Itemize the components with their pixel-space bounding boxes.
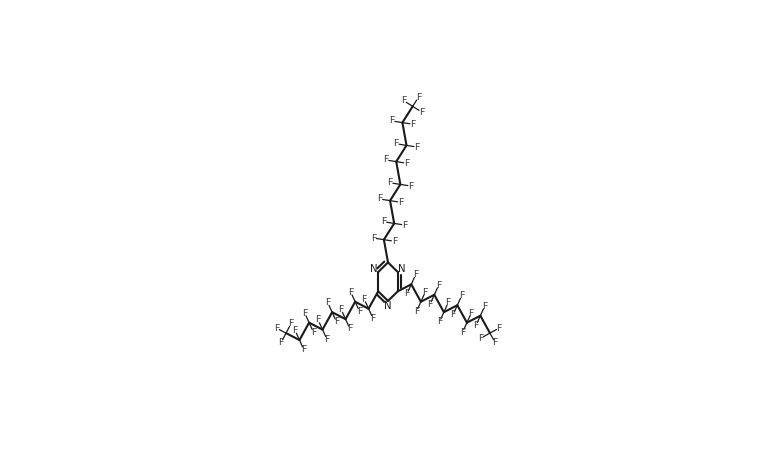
Text: F: F [288, 319, 293, 328]
Text: F: F [413, 270, 418, 279]
Text: F: F [428, 300, 432, 309]
Text: F: F [393, 139, 399, 148]
Text: F: F [301, 345, 307, 354]
Text: F: F [436, 281, 442, 289]
Text: F: F [362, 294, 367, 304]
Text: F: F [404, 159, 410, 168]
Text: F: F [459, 291, 464, 300]
Text: F: F [469, 309, 474, 317]
Text: F: F [404, 289, 410, 299]
Text: F: F [419, 108, 424, 116]
Text: N: N [370, 264, 378, 274]
Text: F: F [482, 301, 487, 311]
Text: F: F [414, 307, 419, 316]
Text: F: F [302, 309, 307, 317]
Text: F: F [460, 328, 466, 337]
Text: F: F [338, 305, 344, 314]
Text: F: F [377, 195, 383, 203]
Text: F: F [390, 116, 395, 125]
Text: N: N [398, 264, 406, 274]
Text: F: F [392, 237, 397, 246]
Text: F: F [398, 198, 404, 207]
Text: F: F [381, 217, 386, 226]
Text: F: F [408, 181, 414, 191]
Text: F: F [401, 96, 407, 105]
Text: F: F [497, 323, 502, 333]
Text: F: F [387, 178, 393, 187]
Text: F: F [414, 142, 420, 152]
Text: F: F [316, 316, 320, 324]
Text: F: F [324, 335, 330, 344]
Text: F: F [357, 307, 362, 316]
Text: F: F [334, 317, 339, 327]
Text: F: F [383, 155, 389, 164]
Text: F: F [347, 324, 352, 333]
Text: F: F [473, 321, 479, 330]
Text: F: F [445, 298, 451, 307]
Text: F: F [492, 338, 497, 347]
Text: F: F [348, 288, 353, 297]
Text: F: F [371, 234, 376, 242]
Text: F: F [478, 334, 483, 343]
Text: F: F [423, 288, 428, 297]
Text: F: F [402, 221, 407, 229]
Text: F: F [279, 338, 284, 347]
Text: F: F [416, 93, 421, 102]
Text: N: N [384, 301, 392, 311]
Text: F: F [293, 326, 298, 335]
Text: F: F [437, 317, 442, 327]
Text: F: F [411, 120, 415, 129]
Text: F: F [310, 328, 316, 337]
Text: F: F [370, 314, 376, 323]
Text: F: F [325, 298, 331, 307]
Text: F: F [274, 324, 279, 333]
Text: F: F [450, 311, 456, 319]
